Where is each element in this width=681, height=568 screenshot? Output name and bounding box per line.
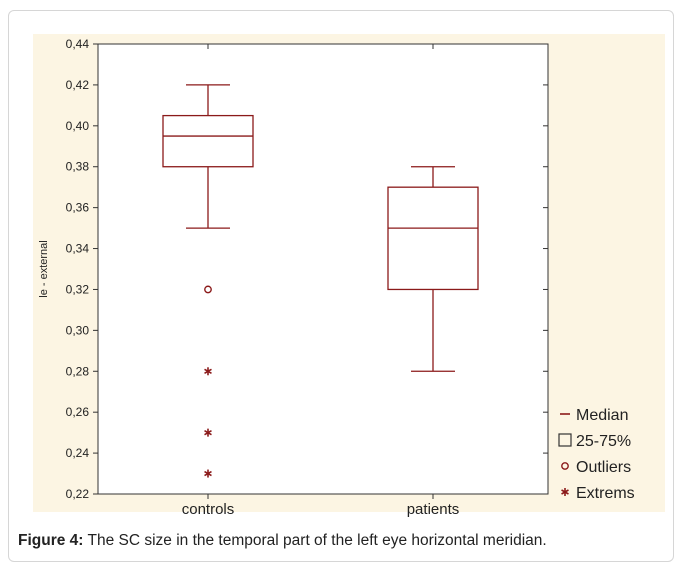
y-tick-label: 0,26 [66,405,90,419]
extreme-point [204,469,212,478]
y-tick-label: 0,38 [66,160,90,174]
plot-area [97,43,549,495]
y-axis: 0,22 0,24 0,26 0,28 0,30 0,32 0,34 0,36 0,38 0,40… [66,37,548,501]
y-tick-label: 0,24 [66,446,90,460]
legend-box-symbol [558,433,572,447]
extreme-stroke [204,429,212,436]
legend-label: 25-75% [576,433,631,450]
y-tick-label: 0,44 [66,37,90,51]
box-patients [387,166,479,372]
y-tick-label: 0,22 [66,487,90,501]
y-tick-label: 0,42 [66,78,90,92]
x-tick-label-controls: controls [182,501,235,518]
y-tick-label: 0,40 [66,119,90,133]
y-tick-label: 0,34 [66,242,90,256]
boxes [162,84,479,478]
legend-item-25-75-: 25-75% [558,433,631,450]
x-tick-label-patients: patients [407,501,460,518]
legend-outlier-symbol [561,462,569,470]
y-tick-label: 0,30 [66,323,90,337]
figure-caption: Figure 4: The SC size in the temporal pa… [18,532,668,550]
box-controls [162,84,254,478]
y-tick-label: 0,32 [66,282,90,296]
iqr-box [387,186,479,291]
y-axis-label: le - external [38,240,50,297]
legend-label: Extrems [576,485,635,502]
extreme-stroke [204,368,212,374]
legend-item-median: Median [560,407,628,424]
legend-item-extrems: Extrems [561,485,635,502]
legend-label: Outliers [576,459,631,476]
y-tick-label: 0,28 [66,364,90,378]
legend-item-outliers: Outliers [561,459,631,476]
y-tick-label: 0,36 [66,201,90,215]
extreme-stroke [204,470,212,477]
x-axis: controls patients [182,44,460,518]
figure-caption-text: The SC size in the temporal part of the … [83,532,547,549]
legend: Median 25-75% Outliers Extrems [558,407,635,502]
extreme-point [204,428,212,437]
extreme-point [204,367,212,376]
legend-extreme-symbol [561,489,569,495]
iqr-box [162,114,254,168]
figure-caption-label: Figure 4: [18,532,84,549]
legend-label: Median [576,407,628,424]
outlier-point [204,285,212,294]
